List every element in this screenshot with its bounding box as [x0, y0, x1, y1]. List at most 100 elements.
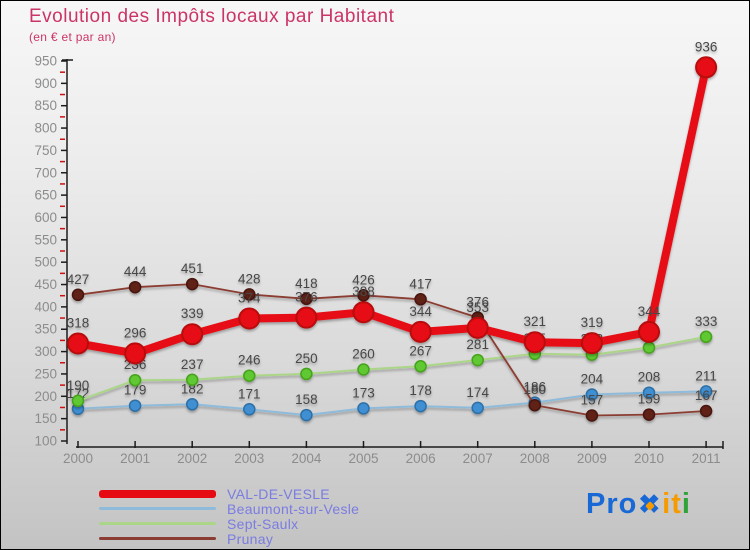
data-point [585, 409, 599, 422]
data-label: 190 [67, 378, 90, 393]
data-point [699, 404, 713, 418]
data-label: 418 [295, 276, 318, 291]
data-point [185, 373, 199, 387]
series-line [74, 63, 711, 358]
data-point [238, 307, 261, 330]
data-label: 376 [295, 290, 318, 305]
y-tick-label: 200 [34, 389, 57, 404]
x-tick-label: 2011 [692, 451, 721, 466]
data-point [699, 385, 713, 398]
data-point [71, 394, 85, 408]
data-label: 250 [295, 351, 318, 366]
x-tick-label: 2004 [291, 451, 322, 466]
y-tick-label: 800 [34, 121, 57, 136]
x-tick-label: 2007 [463, 451, 493, 466]
data-point [352, 301, 375, 324]
series-line [77, 390, 708, 417]
data-point [67, 332, 89, 355]
data-point [243, 288, 256, 301]
data-label: 417 [409, 276, 432, 291]
data-point [71, 288, 85, 302]
data-label: 319 [581, 315, 604, 330]
series-line [77, 335, 708, 402]
data-label: 211 [695, 368, 717, 383]
data-label: 281 [466, 337, 489, 352]
series-line [77, 283, 707, 417]
data-label: 178 [409, 383, 432, 398]
data-point [357, 363, 370, 376]
data-label: 179 [124, 383, 147, 398]
x-tick-label: 2005 [348, 451, 378, 466]
data-point [128, 399, 142, 412]
legend-swatch [99, 537, 216, 540]
data-label: 339 [181, 306, 204, 321]
data-point [638, 320, 660, 343]
chart-title: Evolution des Impôts locaux par Habitant [29, 6, 395, 27]
x-tick-label: 2002 [177, 451, 207, 466]
legend-label: Beaumont-sur-Vesle [227, 500, 360, 517]
data-label: 353 [466, 300, 489, 315]
y-tick-label: 600 [34, 210, 57, 225]
data-label: 186 [524, 380, 547, 395]
data-point [128, 373, 142, 387]
legend-label: Prunay [227, 530, 274, 547]
legend-item: Beaumont-sur-Vesle [99, 500, 360, 517]
y-axis: 100 150 200 250 300 350 400 450 500 550 600 650 700 7… [34, 54, 73, 449]
data-label: 428 [238, 271, 261, 286]
data-point [466, 316, 489, 339]
data-label: 171 [238, 386, 261, 401]
data-label: 246 [238, 353, 261, 368]
data-point [409, 320, 432, 343]
logo-letter: Pro [586, 488, 638, 520]
series-Beaumont-sur-Vesle: 172 179 182 171 158 173 178 174 186 204 208 211 [67, 368, 717, 422]
data-point [185, 398, 199, 411]
legend-item: Sept-Saulx [99, 516, 359, 532]
proxiti-logo: Pro✖iti [586, 488, 691, 521]
y-tick-label: 900 [34, 76, 57, 91]
data-label: 427 [67, 272, 90, 287]
data-point [357, 289, 370, 302]
data-point [357, 402, 370, 415]
x-axis: 2000 2001 2002 2003 2004 2005 2006 2007 2008 2009… [63, 441, 724, 466]
data-label: 374 [238, 291, 261, 306]
x-tick-label: 2010 [634, 451, 664, 466]
data-point [181, 323, 204, 346]
x-tick-label: 2000 [63, 451, 93, 466]
data-label: 174 [466, 385, 489, 400]
legend: VAL-DE-VESLE Beaumont-sur-Vesle Sept-Saulx… [99, 485, 360, 547]
data-point [243, 403, 256, 416]
y-tick-label: 850 [34, 98, 57, 113]
data-point [300, 408, 313, 422]
data-point [300, 367, 313, 381]
data-label: 267 [409, 343, 432, 358]
data-label: 158 [295, 392, 318, 407]
series-Sept-Saulx: 190236237246250260267281295293309333 [67, 314, 718, 408]
y-tick-label: 700 [34, 165, 57, 180]
logo-x-glyph: ✖ [638, 489, 662, 519]
data-label: 260 [352, 347, 375, 362]
logo-letter: t [671, 488, 682, 520]
legend-label: VAL-DE-VESLE [227, 485, 330, 502]
logo-letter: i [681, 488, 691, 520]
legend-item: Prunay [99, 530, 359, 547]
legend-item: VAL-DE-VESLE [99, 485, 359, 502]
y-tick-label: 750 [34, 143, 57, 158]
y-tick-label: 650 [34, 188, 57, 203]
data-label: 180 [524, 382, 547, 397]
data-point [300, 292, 313, 306]
data-point [642, 408, 656, 421]
data-point [523, 331, 546, 354]
data-point [124, 342, 147, 365]
y-tick-label: 950 [34, 54, 57, 69]
data-label: 344 [638, 304, 661, 319]
data-label: 321 [524, 314, 547, 329]
data-point [642, 386, 656, 399]
data-label: 333 [695, 314, 718, 329]
data-label: 157 [581, 393, 604, 408]
x-tick-label: 2009 [577, 451, 607, 466]
y-tick-label: 500 [34, 255, 57, 270]
data-label: 173 [352, 385, 375, 400]
data-point [243, 369, 256, 382]
data-label: 208 [638, 370, 661, 385]
